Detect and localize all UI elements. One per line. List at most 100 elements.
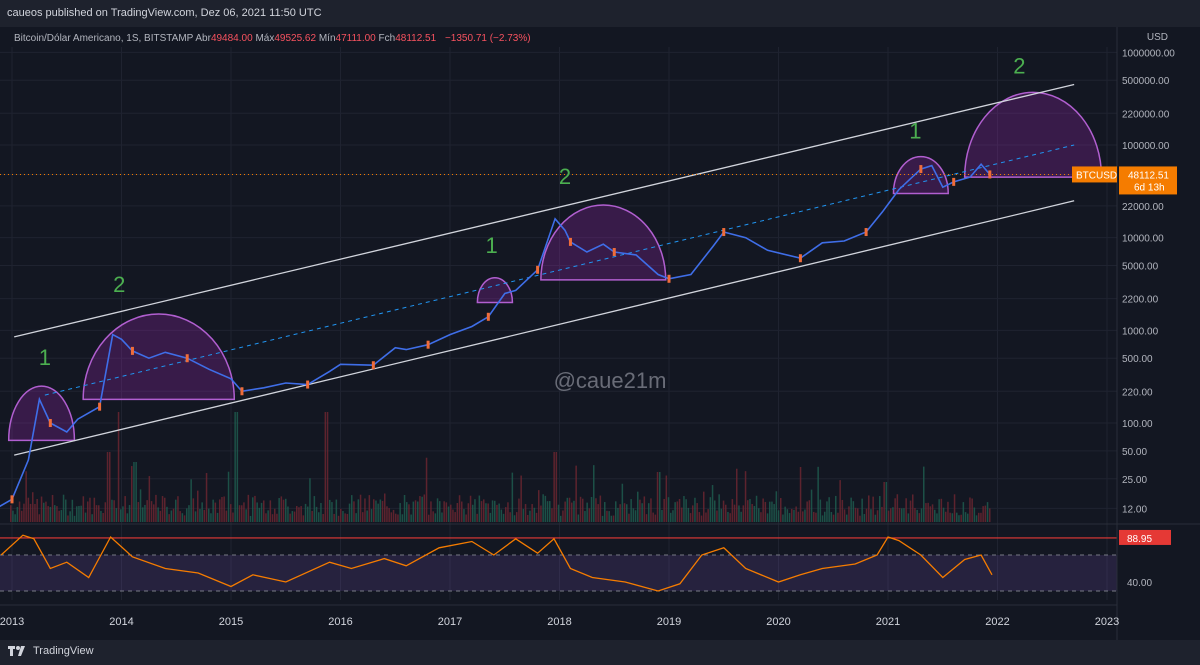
volume-bar xyxy=(942,507,945,522)
high-label: Máx xyxy=(255,33,275,44)
volume-bar xyxy=(656,472,659,522)
volume-bar xyxy=(76,506,78,522)
volume-bar xyxy=(381,500,384,522)
volume-bar xyxy=(700,515,703,522)
volume-bar xyxy=(155,494,157,522)
volume-bar xyxy=(729,513,731,522)
symbol-legend: Bitcoin/Dólar Americano, 1S, BITSTAMP Ab… xyxy=(14,33,531,44)
volume-bar xyxy=(397,514,399,522)
open-label: Abr xyxy=(195,33,211,44)
volume-bar xyxy=(265,513,267,522)
volume-bar xyxy=(637,491,639,522)
channel-upper-line xyxy=(14,83,1075,338)
rsi-pane xyxy=(0,523,1200,592)
volume-bar xyxy=(425,457,428,522)
volume-bar xyxy=(731,499,734,522)
volume-bar xyxy=(828,497,830,522)
volume-bar xyxy=(25,471,27,522)
price-point xyxy=(426,340,430,349)
volume-bar xyxy=(960,514,962,522)
volume-bar xyxy=(148,476,151,522)
volume-bar xyxy=(322,513,324,522)
volume-bar xyxy=(302,515,305,522)
volume-bar xyxy=(186,508,188,522)
volume-bar xyxy=(205,472,208,522)
volume-bar xyxy=(857,508,859,522)
volume-bar xyxy=(111,499,113,522)
volume-bar xyxy=(597,504,599,522)
volume-bar xyxy=(573,500,575,522)
volume-bar xyxy=(69,511,71,522)
volume-bar xyxy=(311,510,313,522)
volume-bar xyxy=(203,509,206,522)
volume-bar xyxy=(307,506,309,522)
symbol-name: Bitcoin/Dólar Americano, 1S, BITSTAMP xyxy=(14,33,194,44)
volume-bar xyxy=(344,513,346,522)
volume-bar xyxy=(808,500,811,522)
volume-bar xyxy=(509,512,511,522)
volume-bar xyxy=(102,512,104,522)
volume-bar xyxy=(874,514,877,522)
volume-bar xyxy=(100,510,102,522)
volume-bar xyxy=(846,514,848,522)
volume-bar xyxy=(439,501,441,522)
volume-bar xyxy=(43,502,45,522)
volume-bar xyxy=(359,494,362,522)
publish-info: caueos published on TradingView.com, Dez… xyxy=(7,7,322,19)
volume-bar xyxy=(923,466,925,522)
volume-bar xyxy=(881,506,883,522)
volume-bar xyxy=(480,501,483,522)
volume-bar xyxy=(135,462,137,522)
volume-bar xyxy=(432,511,434,522)
volume-bar xyxy=(91,514,93,522)
volume-bars xyxy=(10,412,991,522)
volume-bar xyxy=(320,503,322,522)
volume-bar xyxy=(29,503,32,522)
volume-bar xyxy=(546,501,549,522)
volume-bar xyxy=(126,513,129,522)
volume-bar xyxy=(390,512,393,522)
volume-bar xyxy=(586,502,588,522)
volume-bar xyxy=(502,513,505,522)
volume-bar xyxy=(45,501,47,522)
volume-bar xyxy=(161,496,164,522)
volume-bar xyxy=(890,508,892,522)
tradingview-logo[interactable]: TradingView xyxy=(8,645,94,657)
volume-bar xyxy=(67,515,69,522)
volume-bar xyxy=(318,512,320,522)
volume-bar xyxy=(740,511,742,522)
cycle-arc xyxy=(476,277,514,304)
volume-bar xyxy=(639,499,641,522)
volume-bar xyxy=(388,508,390,522)
volume-bar xyxy=(863,514,866,522)
volume-bar xyxy=(584,511,586,522)
volume-bar xyxy=(975,515,978,522)
volume-bar xyxy=(221,496,223,522)
volume-bar xyxy=(192,498,195,522)
volume-bar xyxy=(280,496,283,522)
volume-bar xyxy=(375,500,377,522)
volume-bar xyxy=(531,504,533,522)
volume-bar xyxy=(227,471,230,522)
volume-bar xyxy=(366,510,368,522)
time-tick-label: 2013 xyxy=(0,616,24,628)
volume-bar xyxy=(199,508,201,522)
volume-bar xyxy=(179,511,181,522)
volume-bar xyxy=(707,509,709,522)
volume-bar xyxy=(452,509,454,522)
volume-bar xyxy=(714,500,716,522)
volume-bar xyxy=(802,511,804,522)
volume-bar xyxy=(535,512,538,522)
volume-bar xyxy=(16,506,19,522)
volume-bar xyxy=(489,512,492,522)
volume-bar xyxy=(137,502,140,522)
volume-bar xyxy=(144,504,146,522)
time-axis: 2013 2014 2015 2016 2017 2018 2019 2020 2021 2022… xyxy=(0,604,1119,628)
price-tick-label: 1000000.00 xyxy=(1122,48,1175,59)
volume-bar xyxy=(989,508,991,522)
time-tick-label: 2018 xyxy=(547,616,571,628)
volume-bar xyxy=(986,502,989,522)
volume-bar xyxy=(483,499,485,522)
volume-bar xyxy=(799,467,802,522)
